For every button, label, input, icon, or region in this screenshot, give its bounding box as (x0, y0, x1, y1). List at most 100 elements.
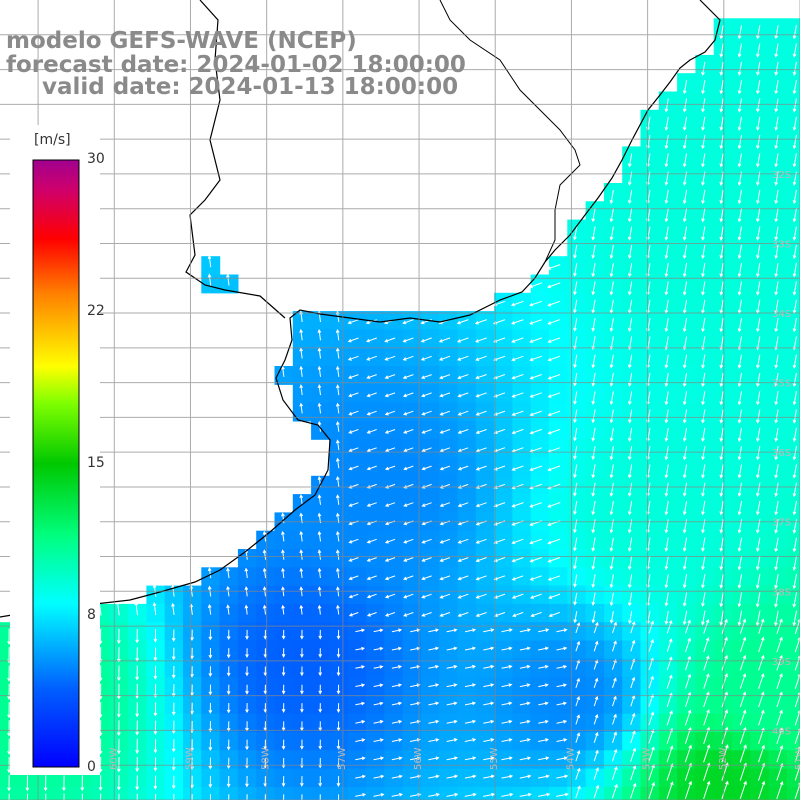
wind-arrow (682, 409, 688, 424)
wind-arrow (556, 738, 568, 742)
wind-arrow (511, 465, 524, 471)
wind-arrow (317, 549, 322, 560)
wind-arrow (391, 792, 404, 797)
wind-arrow (739, 780, 747, 800)
wind-arrow (719, 574, 724, 589)
wind-arrow (591, 263, 596, 278)
forecast-date: forecast date: 2024-01-02 18:00:00 (6, 52, 466, 78)
wind-arrow (776, 709, 783, 726)
wind-arrow (756, 354, 761, 369)
wind-arrow (501, 756, 513, 761)
wind-arrow (721, 691, 728, 708)
wind-arrow (609, 555, 614, 570)
wind-arrow (439, 612, 451, 617)
wind-arrow (685, 619, 691, 634)
wind-arrow (792, 263, 797, 278)
wind-arrow (737, 354, 742, 369)
wind-arrow (493, 428, 506, 435)
wind-cell (292, 786, 312, 800)
wind-arrow (335, 494, 340, 505)
wind-arrow (457, 612, 469, 617)
wind-cell (91, 786, 111, 800)
wind-arrow (391, 701, 403, 706)
wind-arrow (664, 409, 669, 424)
wind-arrow (682, 354, 688, 369)
wind-cell (786, 219, 800, 239)
wind-arrow (609, 318, 614, 333)
wind-cell (603, 786, 623, 800)
wind-arrow (627, 208, 633, 223)
wind-arrow (591, 409, 596, 424)
wind-arrow (355, 720, 366, 724)
latitude-labels: 32S 33S 34S 35S 36S 37S 38S 39S 40S (772, 170, 791, 738)
wind-cell (786, 750, 800, 770)
wind-arrow (43, 775, 48, 792)
wind-arrow (373, 719, 384, 724)
wind-arrow (756, 537, 761, 553)
wind-arrow (664, 281, 669, 296)
wind-arrow (682, 574, 688, 589)
wind-arrow (593, 677, 599, 688)
wind-arrow (737, 318, 742, 333)
wind-arrow (609, 427, 614, 442)
wind-arrow (648, 620, 654, 634)
wind-arrow (300, 703, 304, 713)
wind-arrow (281, 739, 286, 750)
wind-arrow (774, 610, 779, 627)
wind-arrow (457, 355, 469, 361)
wind-cell (786, 366, 800, 385)
wind-arrow (547, 392, 561, 398)
wind-arrow (538, 646, 550, 651)
wind-arrow (774, 574, 779, 590)
wind-arrow (609, 189, 614, 205)
wind-arrow (8, 793, 10, 800)
wind-arrow (529, 392, 542, 398)
wind-arrow (630, 782, 637, 799)
wind-arrow (347, 319, 359, 325)
wind-arrow (348, 410, 359, 416)
wind-arrow (446, 738, 458, 742)
wind-arrow (457, 410, 469, 416)
wind-arrow (439, 502, 451, 507)
wind-arrow (355, 628, 366, 633)
wind-arrow (756, 189, 761, 205)
wind-arrow (373, 701, 384, 706)
wind-arrow (682, 537, 688, 552)
wind-arrow (116, 738, 121, 755)
wind-arrow (457, 374, 469, 380)
wind-arrow (774, 464, 779, 479)
wind-arrow (410, 628, 421, 633)
wind-arrow (245, 648, 249, 659)
wind-arrow (664, 574, 669, 589)
wind-arrow (428, 756, 440, 761)
wind-arrow (420, 355, 432, 361)
wind-arrow (609, 592, 614, 607)
wind-arrow (190, 702, 194, 715)
colorbar-tick-8: 8 (87, 607, 96, 623)
wind-arrow (421, 593, 432, 599)
wind-arrow (384, 337, 396, 343)
wind-arrow (721, 636, 728, 653)
wind-arrow (737, 372, 742, 388)
wind-arrow (446, 756, 459, 761)
wind-arrow (776, 691, 783, 708)
wind-cell (219, 786, 239, 800)
wind-arrow (591, 482, 596, 497)
wind-arrow (591, 244, 596, 259)
wind-arrow (756, 116, 761, 131)
wind-arrow (721, 654, 728, 671)
wind-arrow (682, 500, 688, 516)
wind-arrow (153, 647, 158, 662)
wind-arrow (493, 575, 506, 581)
wind-arrow (483, 646, 495, 651)
wind-arrow (776, 744, 784, 763)
wind-arrow (739, 709, 747, 726)
wind-arrow (682, 281, 688, 296)
wind-arrow (511, 374, 524, 380)
wind-arrow (591, 464, 596, 479)
wind-arrow (384, 538, 396, 544)
wind-arrow (300, 648, 304, 658)
wind-arrow (547, 538, 561, 545)
wind-arrow (475, 538, 487, 544)
